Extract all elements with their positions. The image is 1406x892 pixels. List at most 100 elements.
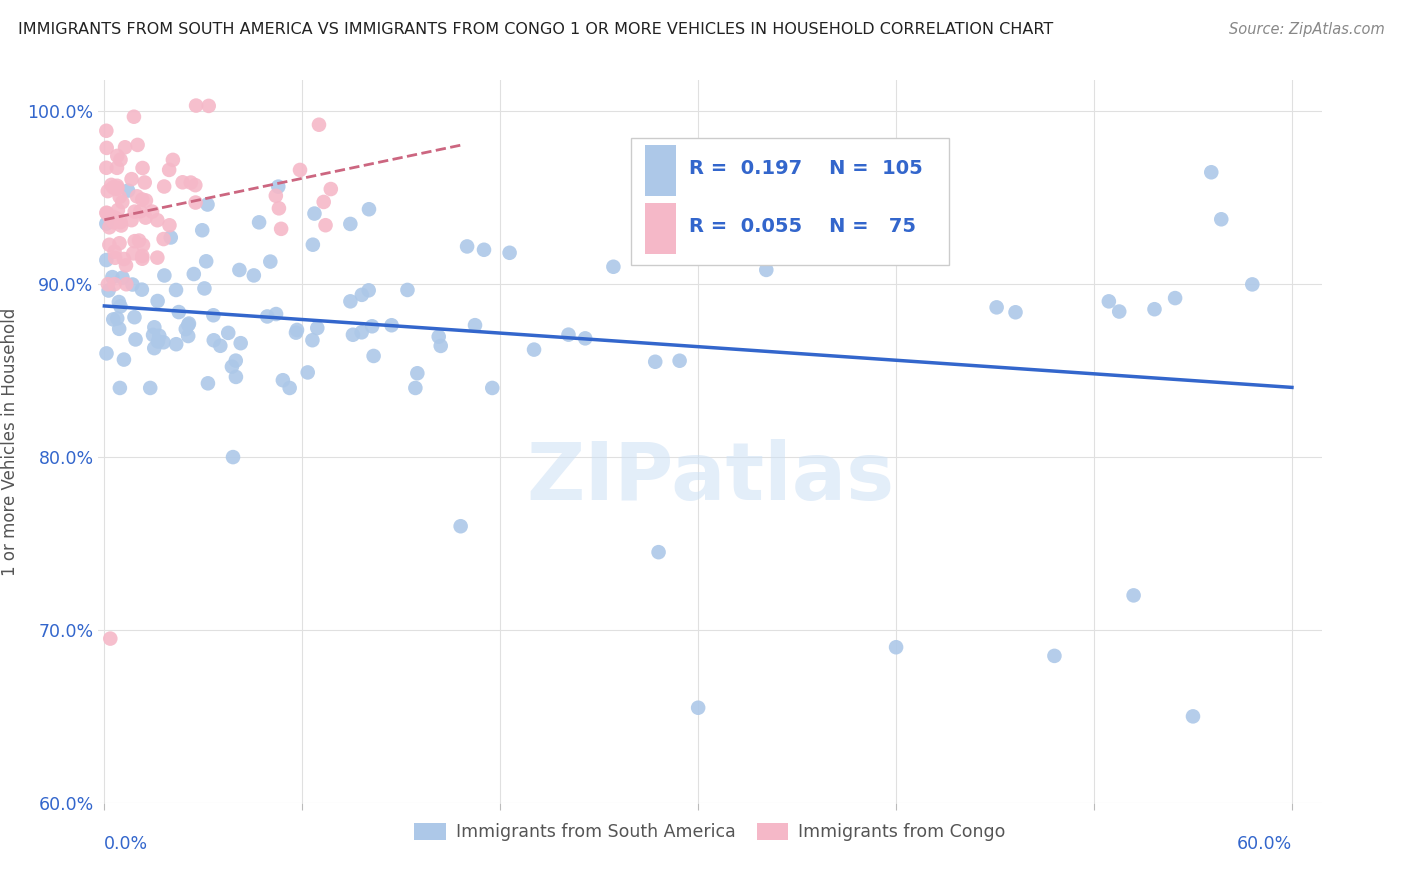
Point (103, 210, 125, 224)
Point (132, 238, 155, 252)
Point (183, 267, 205, 281)
Point (101, 270, 124, 285)
Point (228, 263, 250, 277)
Point (574, 331, 596, 345)
Point (121, 172, 143, 186)
Text: Source: ZipAtlas.com: Source: ZipAtlas.com (1229, 22, 1385, 37)
Point (301, 333, 323, 347)
Point (202, 308, 225, 322)
Point (177, 329, 200, 343)
Point (1201, 165, 1223, 179)
Text: R =  0.197    N =  105: R = 0.197 N = 105 (689, 159, 922, 178)
Point (143, 341, 166, 355)
Point (644, 355, 666, 369)
Point (110, 153, 132, 167)
Point (217, 326, 239, 340)
Point (350, 326, 373, 340)
Point (278, 381, 301, 395)
Point (737, 209, 759, 223)
Point (247, 215, 270, 229)
Point (98, 237, 121, 252)
Point (304, 206, 326, 220)
Point (1043, 648, 1066, 663)
Point (117, 184, 139, 198)
Point (1164, 291, 1187, 305)
Point (688, 700, 710, 714)
Point (986, 301, 1008, 315)
Point (271, 373, 294, 387)
Point (98, 210, 121, 224)
Point (122, 246, 145, 260)
Text: 60.0%: 60.0% (1237, 835, 1292, 854)
Point (288, 163, 311, 178)
Point (152, 335, 174, 350)
Point (259, 254, 281, 268)
Point (1122, 588, 1144, 602)
Point (396, 283, 419, 297)
Point (115, 277, 138, 292)
Point (225, 370, 247, 384)
Point (315, 218, 337, 232)
Point (285, 326, 308, 340)
Text: 0.0%: 0.0% (104, 835, 149, 854)
Point (165, 337, 187, 351)
Point (127, 137, 149, 152)
Point (222, 450, 245, 464)
Text: R =  0.055    N =   75: R = 0.055 N = 75 (689, 217, 917, 235)
Text: IMMIGRANTS FROM SOUTH AMERICA VS IMMIGRANTS FROM CONGO 1 OR MORE VEHICLES IN HOU: IMMIGRANTS FROM SOUTH AMERICA VS IMMIGRA… (18, 22, 1053, 37)
Point (131, 252, 153, 266)
Point (209, 339, 232, 353)
Point (105, 311, 128, 326)
Point (229, 336, 252, 351)
Point (104, 251, 127, 265)
Point (103, 244, 125, 259)
Point (96, 124, 118, 138)
FancyBboxPatch shape (645, 145, 676, 196)
Point (105, 178, 128, 193)
Point (165, 283, 187, 297)
Point (103, 180, 125, 194)
Point (172, 175, 194, 189)
Point (131, 283, 153, 297)
Point (264, 307, 287, 321)
Point (557, 327, 579, 342)
Point (121, 213, 143, 227)
Point (159, 230, 181, 244)
Point (769, 252, 792, 266)
Point (523, 343, 546, 357)
Point (135, 194, 157, 208)
Point (884, 640, 907, 655)
Point (1143, 302, 1166, 317)
Point (312, 194, 335, 209)
Point (308, 118, 330, 132)
Point (302, 237, 325, 252)
Point (96, 206, 118, 220)
Point (146, 213, 169, 227)
Point (110, 215, 132, 229)
Point (267, 202, 290, 216)
Point (148, 328, 170, 343)
Point (456, 239, 478, 253)
Point (429, 339, 451, 353)
Point (98, 632, 121, 646)
Point (105, 182, 128, 196)
Point (602, 260, 624, 274)
Point (498, 245, 520, 260)
Point (339, 294, 361, 309)
Point (381, 318, 404, 333)
Point (162, 153, 184, 167)
Point (105, 149, 128, 163)
Point (184, 98, 207, 112)
Point (256, 310, 278, 324)
Point (97, 277, 120, 292)
Point (124, 310, 146, 325)
Point (361, 319, 384, 334)
Point (202, 333, 225, 347)
Point (723, 229, 745, 244)
Point (146, 334, 169, 349)
Point (124, 333, 146, 347)
Point (755, 263, 778, 277)
Point (110, 299, 132, 313)
Point (174, 322, 197, 336)
Point (1241, 277, 1264, 292)
